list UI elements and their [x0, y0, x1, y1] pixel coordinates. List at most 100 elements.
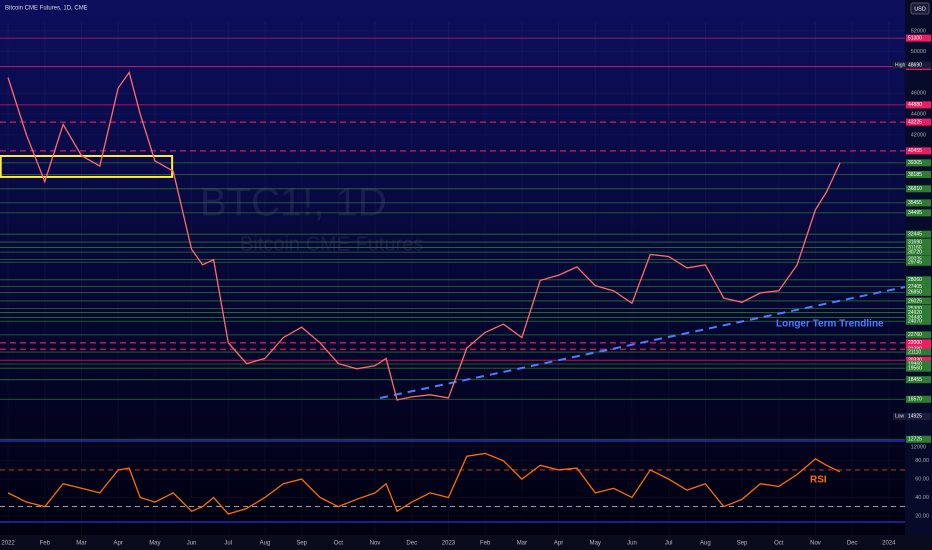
level-tag	[906, 304, 931, 312]
high-label: High	[895, 63, 906, 69]
high-value: 48690	[908, 63, 922, 69]
level-label: 21110	[908, 349, 921, 355]
level-label: 26850	[908, 290, 922, 296]
level-label: 32445	[908, 232, 922, 238]
level-label: 43225	[908, 119, 922, 125]
trendline-label: Longer Term Trendline	[776, 319, 884, 330]
zone-box	[0, 154, 174, 178]
rsi-tick-label: 40.00	[915, 495, 929, 501]
level-label: 51300	[908, 35, 922, 41]
high-tag-bg	[893, 61, 931, 69]
x-tick-label: May	[149, 541, 160, 547]
level-tag	[906, 395, 931, 403]
low-tag-bg	[893, 412, 931, 420]
low-value: 14925	[908, 414, 922, 420]
level-tag	[906, 238, 931, 246]
x-tick-label: Sep	[296, 541, 307, 547]
trendline	[379, 285, 906, 399]
rsi-line	[7, 452, 841, 515]
x-tick-label: Sep	[737, 541, 748, 547]
level-tag	[906, 258, 931, 266]
level-tag	[906, 364, 931, 372]
level-tag	[906, 185, 931, 193]
level-tag	[906, 248, 931, 256]
level-tag	[906, 288, 931, 296]
level-tag	[906, 276, 931, 284]
level-label: 27405	[908, 284, 922, 290]
level-label: 22000	[908, 340, 922, 346]
level-label: 31160	[908, 245, 922, 251]
level-label: 35455	[908, 200, 922, 206]
y-tick-label: 46000	[911, 91, 926, 97]
level-label: 12725	[908, 437, 922, 443]
x-tick-label: Jul	[224, 541, 232, 547]
x-tick-label: Apr	[113, 541, 122, 547]
x-tick-label: 2023	[442, 541, 456, 547]
level-tag	[906, 159, 931, 167]
x-tick-label: Oct	[774, 541, 784, 547]
level-tag	[906, 317, 931, 325]
time-axis	[0, 535, 932, 550]
y-tick-label: 12000	[911, 444, 926, 450]
level-label: 39305	[908, 160, 922, 166]
rsi-tick-label: 80.00	[915, 458, 929, 464]
level-tag	[906, 313, 931, 321]
x-tick-label: Dec	[406, 541, 417, 547]
level-tag	[906, 356, 931, 364]
level-tag	[906, 244, 931, 252]
plot-background	[0, 0, 905, 535]
level-tag	[906, 199, 931, 207]
level-label: 44880	[908, 102, 922, 108]
level-tag	[906, 118, 931, 126]
x-tick-label: Mar	[517, 541, 527, 547]
watermark-sub: Bitcoin CME Futures	[240, 233, 423, 255]
level-label: 29745	[908, 260, 922, 266]
level-label: 20330	[908, 358, 922, 364]
level-label: 16570	[908, 397, 922, 403]
level-tag	[906, 171, 931, 179]
level-tag	[906, 435, 931, 443]
chart-title: Bitcoin CME Futures, 1D, CME	[5, 6, 88, 12]
x-tick-label: Jun	[187, 541, 197, 547]
level-label: 31690	[908, 239, 922, 245]
level-tag	[906, 376, 931, 384]
level-label: 19960	[908, 361, 922, 367]
x-tick-label: Feb	[480, 541, 491, 547]
low-label: Low	[895, 414, 905, 420]
x-tick-label: Jul	[665, 541, 673, 547]
x-tick-label: Nov	[810, 541, 821, 547]
currency[interactable]: USD	[914, 6, 926, 12]
level-label: 30720	[908, 249, 922, 255]
y-tick-label: 52000	[911, 28, 926, 34]
rsi-label: RSI	[810, 475, 827, 486]
rsi-tick-label: 20.00	[915, 513, 929, 519]
level-tag	[906, 209, 931, 217]
x-tick-label: Mar	[76, 541, 86, 547]
x-tick-label: 2024	[882, 541, 896, 547]
level-label: 25300	[908, 306, 922, 312]
level-tag	[906, 34, 931, 42]
x-tick-label: Jun	[627, 541, 637, 547]
x-tick-label: Dec	[847, 541, 858, 547]
y-tick-label: 44000	[911, 111, 926, 117]
level-tag	[906, 348, 931, 356]
x-tick-label: Aug	[700, 541, 711, 547]
level-tag	[906, 101, 931, 109]
currency-button[interactable]	[910, 2, 930, 15]
x-tick-label: Apr	[554, 541, 563, 547]
rsi-tick-label: 60.00	[915, 477, 929, 483]
level-label: 18455	[908, 377, 922, 383]
level-tag	[906, 283, 931, 291]
level-tag	[906, 360, 931, 368]
level-tag	[906, 297, 931, 305]
price-axis	[905, 0, 932, 550]
level-label: 38185	[908, 172, 922, 178]
level-tag	[906, 331, 931, 339]
level-label: 22760	[908, 332, 922, 338]
x-tick-label: 2022	[1, 541, 15, 547]
level-label: 19560	[908, 366, 922, 372]
level-label: 26025	[908, 298, 922, 304]
level-label: 40455	[908, 148, 922, 154]
x-tick-label: Aug	[260, 541, 271, 547]
